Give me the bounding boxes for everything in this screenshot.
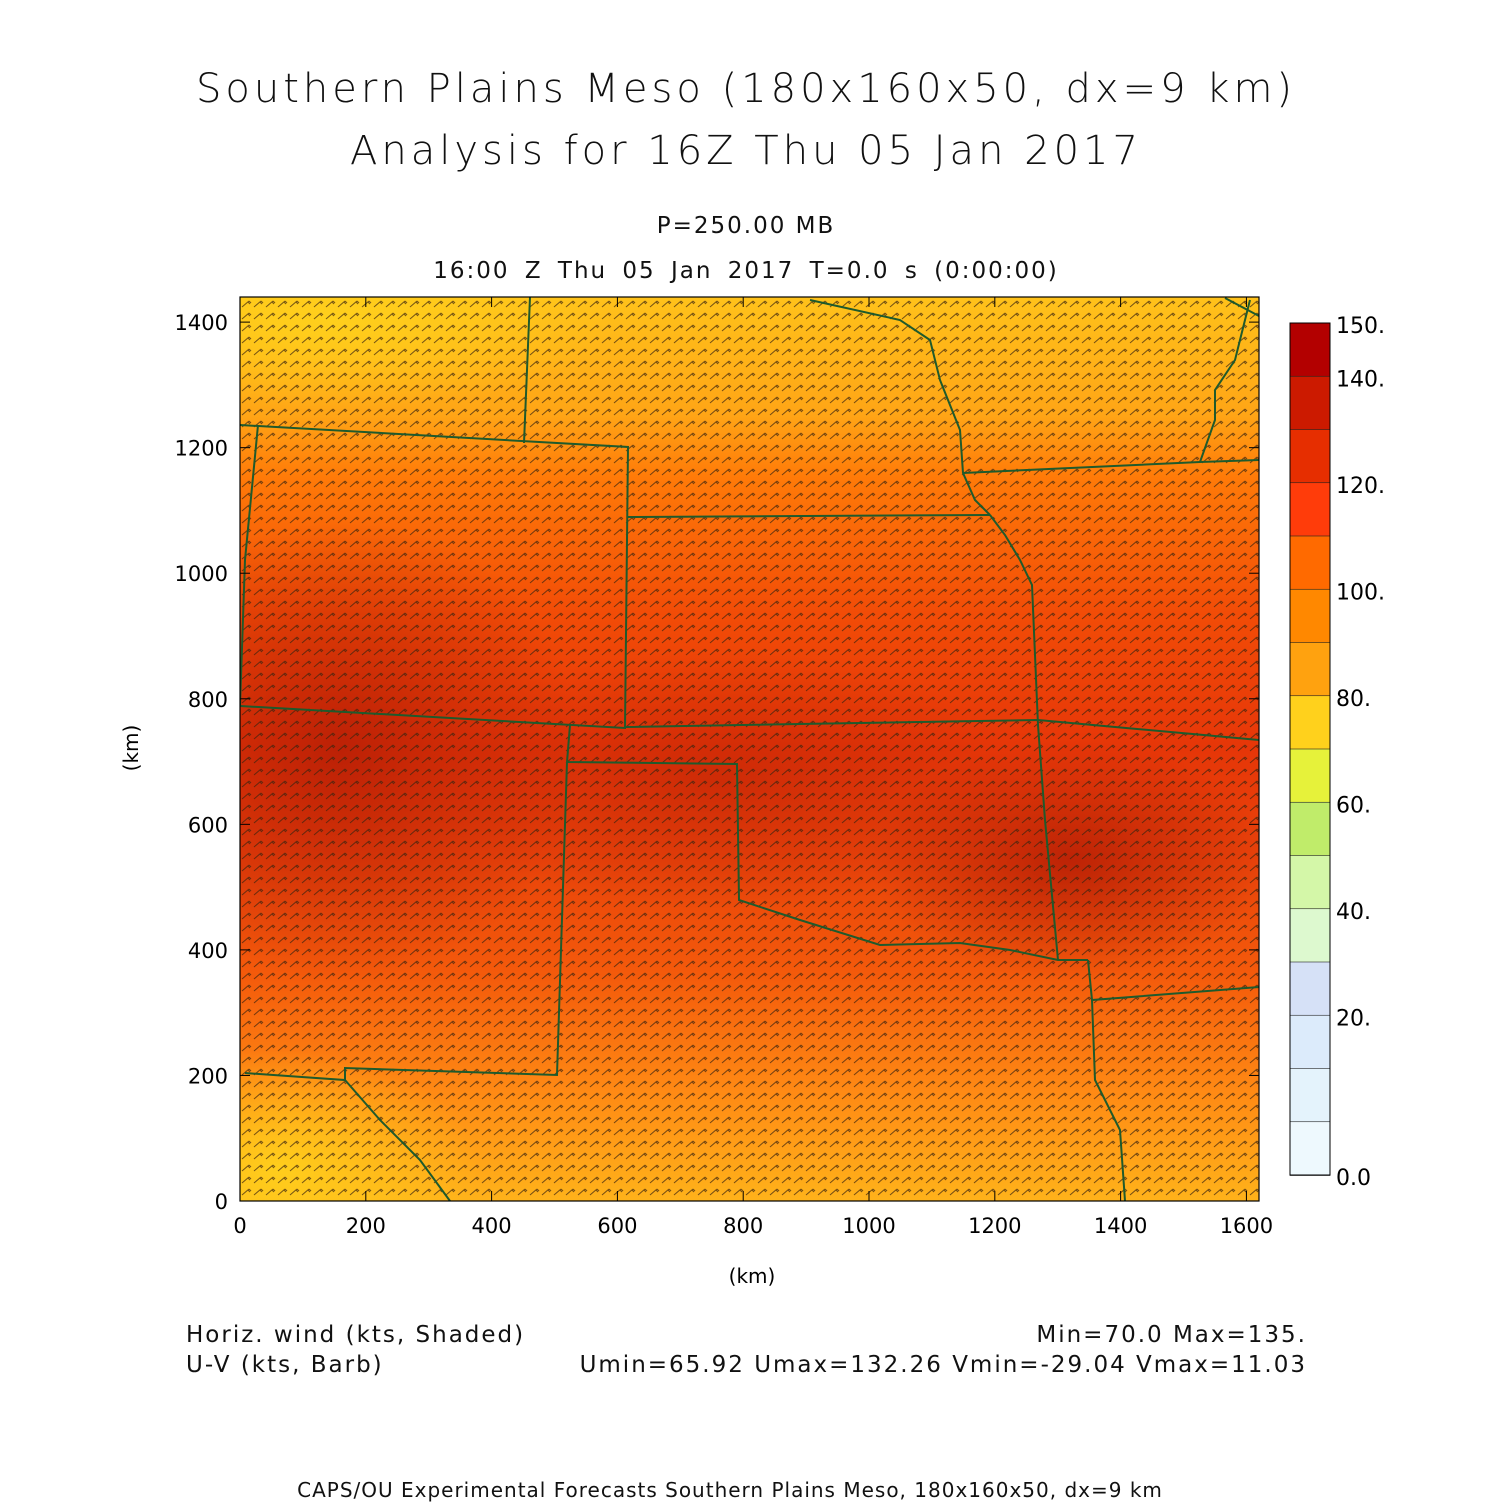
colorbar-segment [1289, 908, 1331, 963]
colorbar-segment [1289, 1121, 1331, 1176]
title-line-1: Southern Plains Meso (180x160x50, dx=9 k… [195, 66, 1297, 112]
colorbar-segment [1289, 695, 1331, 750]
colorbar-segment [1289, 748, 1331, 804]
colorbar-segment [1289, 588, 1331, 644]
y-tick-label: 1200 [175, 437, 228, 461]
colorbar-label: 150. [1336, 314, 1385, 339]
colorbar-segment [1289, 801, 1331, 857]
colorbar-frame [1289, 322, 1331, 1176]
shaded-field [240, 297, 1259, 1201]
wind-component-range: Umin=65.92 Umax=132.26 Vmin=-29.04 Vmax=… [579, 1352, 1307, 1378]
x-axis-label: (km) [729, 1264, 776, 1288]
y-tick-label: 1000 [175, 562, 228, 586]
state-boundaries [240, 297, 1259, 1201]
colorbar-segment [1289, 855, 1331, 910]
y-tick-label: 400 [188, 939, 228, 963]
x-axis: 0 200 400 600 800 1000 1200 1400 1600 [233, 297, 1273, 1238]
colorbar-segment [1289, 482, 1331, 537]
pressure-level: P=250.00 MB [656, 213, 836, 239]
footer-credit: CAPS/OU Experimental Forecasts Southern … [297, 1478, 1163, 1502]
colorbar-label: 100. [1336, 580, 1385, 605]
colorbar-segment [1289, 322, 1331, 378]
colorbar-segment [1289, 642, 1331, 697]
x-tick-label: 1000 [842, 1214, 895, 1238]
colorbar-label: 20. [1336, 1006, 1371, 1031]
x-tick-label: 1600 [1220, 1214, 1273, 1238]
colorbar: 150. 140. 120. 100. 80. 60. 40. 20. 0.0 [1289, 314, 1385, 1191]
colorbar-segment [1289, 535, 1331, 591]
x-tick-label: 600 [597, 1214, 637, 1238]
plot-frame [239, 296, 1260, 1202]
y-tick-label: 600 [188, 813, 228, 837]
x-tick-label: 200 [346, 1214, 386, 1238]
colorbar-label: 0.0 [1336, 1166, 1371, 1191]
colorbar-segment [1289, 429, 1331, 484]
field-description-barb: U-V (kts, Barb) [186, 1352, 384, 1378]
colorbar-label: 120. [1336, 474, 1385, 499]
y-axis-label: (km) [119, 725, 143, 772]
colorbar-segment [1289, 375, 1331, 431]
colorbar-label: 60. [1336, 793, 1371, 818]
colorbar-segment [1289, 1068, 1331, 1123]
colorbar-label: 80. [1336, 687, 1371, 712]
colorbar-segment [1289, 961, 1331, 1017]
valid-time: 16:00 Z Thu 05 Jan 2017 T=0.0 s (0:00:00… [433, 258, 1059, 284]
colorbar-label: 40. [1336, 900, 1371, 925]
colorbar-segment [1289, 1014, 1331, 1070]
y-tick-label: 200 [188, 1064, 228, 1088]
y-tick-label: 0 [215, 1190, 228, 1214]
field-description-shaded: Horiz. wind (kts, Shaded) [186, 1322, 526, 1348]
x-tick-label: 800 [723, 1214, 763, 1238]
x-tick-label: 1200 [968, 1214, 1021, 1238]
x-tick-label: 400 [472, 1214, 512, 1238]
colorbar-label: 140. [1336, 367, 1385, 392]
y-tick-label: 1400 [175, 311, 228, 335]
title-line-2: Analysis for 16Z Thu 05 Jan 2017 [350, 128, 1142, 174]
x-tick-label: 1400 [1094, 1214, 1147, 1238]
y-tick-label: 800 [188, 688, 228, 712]
field-min-max: Min=70.0 Max=135. [1036, 1322, 1307, 1348]
x-tick-label: 0 [233, 1214, 246, 1238]
y-axis: 0 200 400 600 800 1000 1200 1400 [175, 311, 1259, 1214]
